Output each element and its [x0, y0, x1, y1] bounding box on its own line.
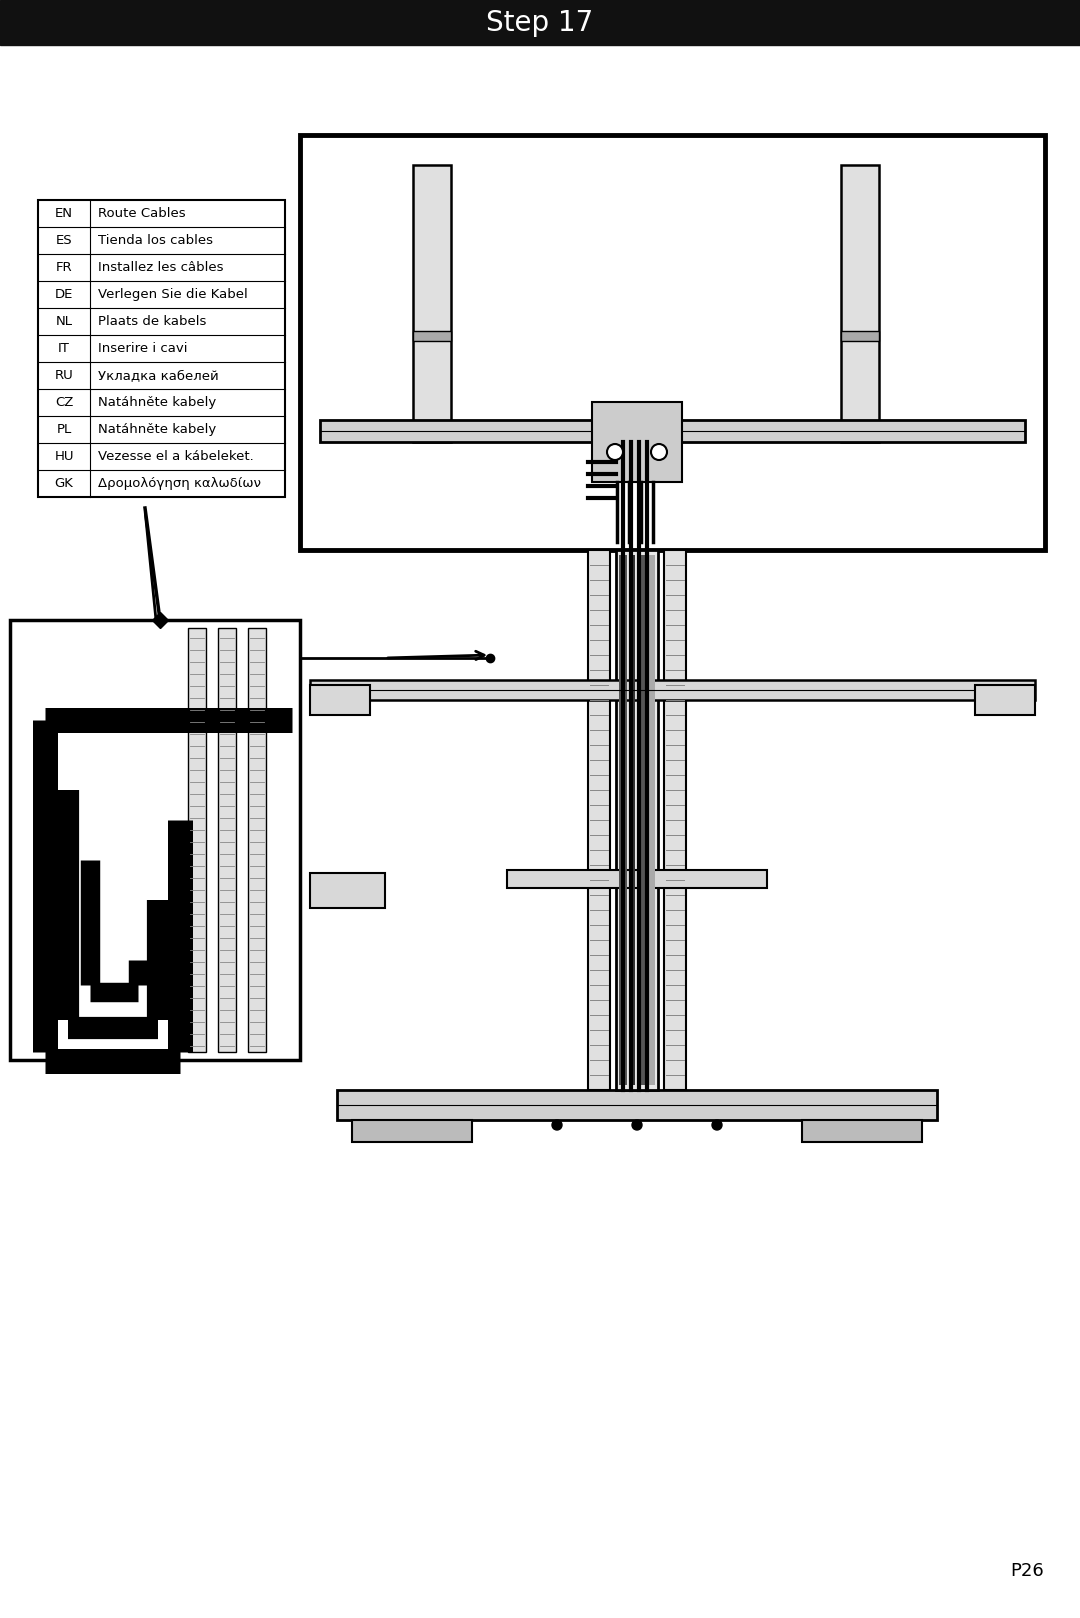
Text: P26: P26	[1010, 1561, 1043, 1581]
Bar	[639, 555, 647, 1086]
Text: FR: FR	[56, 260, 72, 273]
Bar	[413, 165, 451, 442]
Bar	[802, 1120, 922, 1142]
Bar	[629, 555, 635, 1086]
Circle shape	[552, 1120, 562, 1129]
Text: EN: EN	[55, 207, 73, 220]
Text: IT: IT	[58, 341, 70, 354]
Bar	[619, 555, 627, 1086]
Text: DE: DE	[55, 288, 73, 301]
Bar	[310, 680, 1035, 701]
Text: Natáhněte kabely: Natáhněte kabely	[98, 422, 216, 435]
Text: PL: PL	[56, 422, 71, 435]
Bar	[300, 134, 1045, 550]
Text: Tienda los cables: Tienda los cables	[98, 235, 213, 248]
Text: Plaats de kabels: Plaats de kabels	[98, 316, 206, 328]
Text: RU: RU	[55, 369, 73, 382]
Bar	[592, 401, 681, 482]
Bar	[10, 620, 300, 1060]
Text: Installez les câbles: Installez les câbles	[98, 260, 224, 273]
Text: Step 17: Step 17	[486, 8, 594, 37]
Bar	[312, 147, 1032, 539]
Bar	[352, 1120, 472, 1142]
Bar	[413, 332, 451, 341]
Text: Inserire i cavi: Inserire i cavi	[98, 341, 188, 354]
Text: Δρομολόγηση καλωδίων: Δρομολόγηση καλωδίων	[98, 477, 261, 490]
Bar	[188, 628, 206, 1052]
Bar	[38, 201, 285, 497]
Bar	[310, 684, 370, 715]
Bar	[616, 550, 658, 1091]
Text: Verlegen Sie die Kabel: Verlegen Sie die Kabel	[98, 288, 247, 301]
Bar	[507, 870, 767, 888]
Bar	[841, 165, 879, 442]
Circle shape	[632, 1120, 642, 1129]
Text: ES: ES	[56, 235, 72, 248]
Bar	[218, 628, 237, 1052]
Circle shape	[712, 1120, 723, 1129]
Text: Укладка кабелей: Укладка кабелей	[98, 369, 219, 382]
Bar	[588, 550, 610, 1091]
Bar	[841, 332, 879, 341]
Bar	[337, 1091, 937, 1120]
Text: Natáhněte kabely: Natáhněte kabely	[98, 396, 216, 409]
Bar	[320, 421, 1025, 442]
Text: Vezesse el a kábeleket.: Vezesse el a kábeleket.	[98, 450, 254, 463]
Text: CZ: CZ	[55, 396, 73, 409]
Text: NL: NL	[55, 316, 72, 328]
Circle shape	[607, 443, 623, 460]
Bar	[0, 0, 1080, 45]
Text: Route Cables: Route Cables	[98, 207, 186, 220]
Bar	[649, 555, 654, 1086]
Text: GK: GK	[55, 477, 73, 490]
Bar	[664, 550, 686, 1091]
Text: HU: HU	[54, 450, 73, 463]
Bar	[310, 874, 384, 908]
Circle shape	[651, 443, 667, 460]
Bar	[975, 684, 1035, 715]
Bar	[248, 628, 266, 1052]
